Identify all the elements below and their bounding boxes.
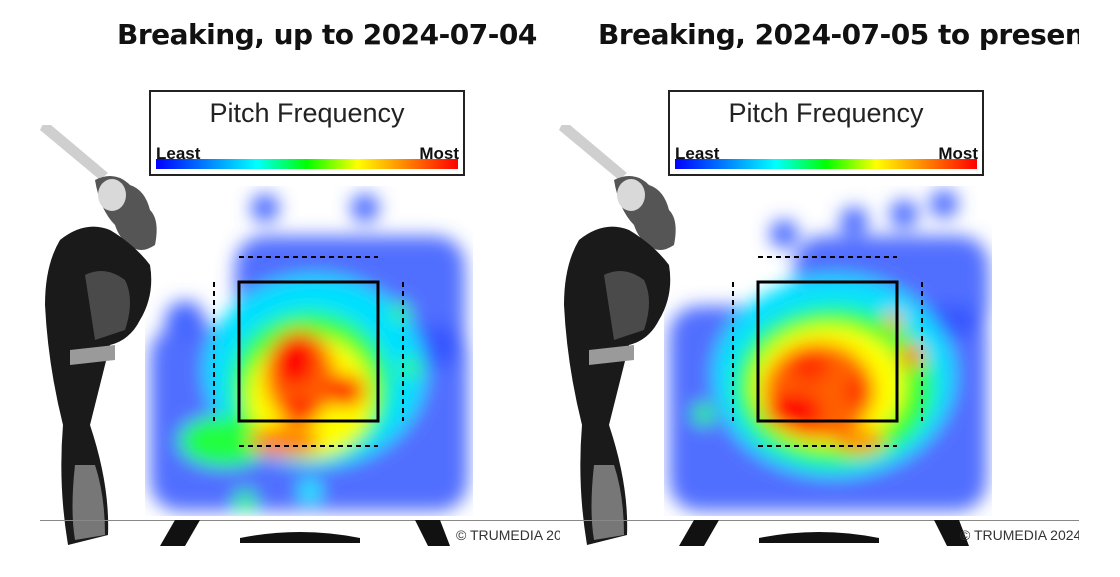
- heatmap-panel-after: Breaking, 2024-07-05 to present Pitch Fr…: [519, 0, 1079, 577]
- pitch-heatmap: [150, 194, 468, 511]
- home-plate-icon: [160, 520, 450, 546]
- legend-max-label: Most: [419, 144, 459, 163]
- copyright-label: © TRUMEDIA 2024: [960, 527, 1079, 543]
- heatmap-panel-before: Breaking, up to 2024-07-04 Pitch Frequen…: [40, 18, 560, 546]
- legend-title: Pitch Frequency: [209, 98, 405, 128]
- legend-max-label: Most: [938, 144, 978, 163]
- legend: Pitch Frequency Least Most: [149, 90, 465, 176]
- ground-line: [559, 520, 1079, 521]
- legend-min-label: Least: [156, 144, 201, 163]
- home-plate-icon: [679, 520, 969, 546]
- legend-title: Pitch Frequency: [728, 98, 924, 128]
- pitch-heatmap: [669, 190, 989, 511]
- copyright-label: © TRUMEDIA 202: [456, 527, 560, 543]
- chart-title: Breaking, up to 2024-07-04: [117, 18, 537, 51]
- legend-color-scale: [675, 159, 977, 169]
- legend: Pitch Frequency Least Most: [668, 90, 984, 176]
- ground-line: [40, 520, 560, 521]
- legend-color-scale: [156, 159, 458, 169]
- legend-min-label: Least: [675, 144, 720, 163]
- chart-title: Breaking, 2024-07-05 to present: [598, 18, 1079, 51]
